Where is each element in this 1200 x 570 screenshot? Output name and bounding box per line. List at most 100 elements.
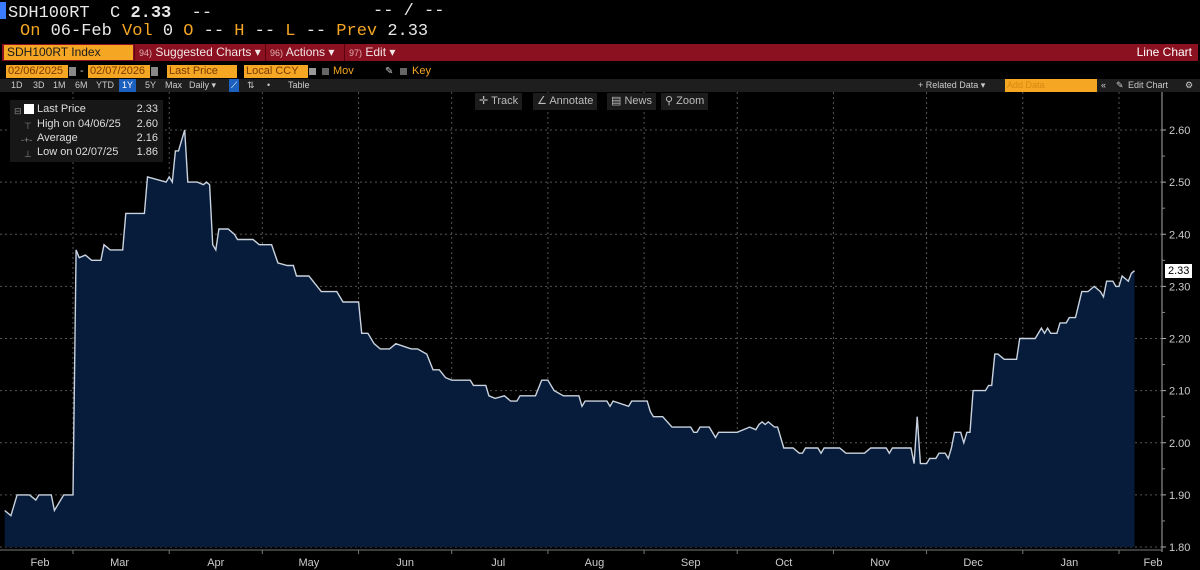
legend-value: 1.86: [136, 146, 158, 158]
security-marker: [0, 2, 6, 19]
news-label: News: [624, 95, 652, 107]
related-data-button[interactable]: + Related Data ▾: [918, 80, 986, 90]
x-tick-label: Jul: [491, 557, 505, 569]
x-tick-label: Dec: [963, 557, 983, 569]
prev-value: 2.33: [387, 22, 429, 41]
last-price-tag: 2.33: [1165, 263, 1193, 278]
quote-line: SDH100RT C 2.33 -- -- / --: [0, 2, 444, 23]
open-value: --: [203, 22, 225, 41]
y-tick-label: 2.30: [1169, 281, 1190, 293]
crosshair-icon: ✛: [479, 95, 489, 107]
low-value: --: [305, 22, 327, 41]
x-tick-label: Feb: [1144, 557, 1163, 569]
legend-last-price[interactable]: ⊟ Last Price 2.33: [10, 102, 163, 116]
range-6m[interactable]: 6M: [75, 80, 88, 90]
y-tick-label: 2.60: [1169, 125, 1190, 137]
y-tick-label: 1.90: [1169, 490, 1190, 502]
edit-chart-button[interactable]: Edit Chart: [1128, 80, 1169, 90]
field-select[interactable]: Last Price: [167, 65, 237, 78]
end-date-input[interactable]: 02/07/2026: [88, 65, 150, 78]
axes: [0, 92, 1163, 552]
x-tick-label: Jan: [1060, 557, 1078, 569]
x-tick-label: Nov: [870, 557, 890, 569]
dropdown-dot-icon[interactable]: •: [267, 80, 271, 90]
high-label: H: [234, 22, 245, 41]
calendar-icon[interactable]: [69, 67, 76, 76]
news-icon: ▤: [611, 95, 622, 107]
track-label: Track: [491, 95, 519, 107]
frequency-select[interactable]: Daily ▾: [189, 80, 217, 90]
x-axis: Feb Mar Apr May Jun Jul Aug Sep Oct Nov Dec Jan Feb: [31, 550, 1163, 569]
pencil-icon: ∠: [537, 95, 547, 107]
menu-number: 96): [270, 48, 284, 58]
chart-legend: ⊟ Last Price 2.33 ⊤ High on 04/06/25 2.60 -+…: [10, 100, 163, 162]
range-1y[interactable]: 1Y: [119, 79, 137, 92]
menu-number: 97): [349, 48, 363, 58]
legend-label: Last Price: [37, 103, 86, 115]
quote-details: On 06-Feb Vol 0 O -- H -- L -- Prev 2.33: [20, 22, 428, 41]
zoom-button[interactable]: ⚲ Zoom: [661, 93, 709, 110]
legend-value: 2.33: [136, 103, 158, 115]
zoom-label: Zoom: [676, 95, 705, 107]
start-date-input[interactable]: 02/06/2025: [6, 65, 68, 78]
annotate-button[interactable]: ∠ Annotate: [533, 93, 598, 110]
add-data-input[interactable]: Add Data: [1005, 79, 1097, 92]
bid-ask: -- / --: [373, 2, 445, 21]
security-input[interactable]: SDH100RT Index: [4, 45, 133, 60]
range-1d[interactable]: 1D: [11, 80, 23, 90]
collapse-box-icon[interactable]: ⊟: [14, 106, 22, 116]
chevron-down-icon[interactable]: [309, 68, 316, 75]
vol-label: Vol: [122, 22, 153, 41]
prev-label: Prev: [336, 22, 378, 41]
magnifier-icon: ⚲: [665, 95, 674, 107]
legend-value: 2.16: [136, 132, 158, 144]
track-button[interactable]: ✛ Track: [475, 93, 523, 110]
range-3d[interactable]: 3D: [33, 80, 45, 90]
suggested-charts-menu[interactable]: 94) Suggested Charts ▾: [134, 44, 265, 61]
close-value: 2.33: [130, 4, 172, 23]
actions-menu[interactable]: 96) Actions ▾: [265, 44, 338, 61]
x-tick-label: Oct: [775, 557, 792, 569]
gear-icon[interactable]: ⚙: [1185, 80, 1194, 90]
range-5y[interactable]: 5Y: [145, 80, 157, 90]
y-tick-label: 2.00: [1169, 438, 1190, 450]
legend-label: Average: [37, 132, 78, 144]
edit-menu[interactable]: 97) Edit ▾: [344, 44, 399, 61]
range-max[interactable]: Max: [165, 80, 183, 90]
collapse-icon[interactable]: «: [1101, 80, 1107, 90]
y-tick-label: 1.80: [1169, 542, 1190, 554]
range-toolbar: 1D 3D 1M 6M YTD 1Y 5Y Max Daily ▾ ⟋ ⇅ • …: [0, 79, 1200, 92]
pencil-icon[interactable]: ✎: [1116, 80, 1124, 90]
x-tick-label: Jun: [396, 557, 414, 569]
key-events-checkbox[interactable]: [400, 68, 407, 75]
price-area: [4, 130, 1135, 547]
vol-value: 0: [162, 22, 174, 41]
calendar-icon[interactable]: [151, 67, 158, 76]
chart-type-label: Line Chart: [1136, 45, 1192, 59]
news-button[interactable]: ▤ News: [607, 93, 656, 110]
mov-avgs-checkbox[interactable]: [322, 68, 329, 75]
x-tick-label: May: [299, 557, 320, 569]
currency-select[interactable]: Local CCY: [244, 65, 308, 78]
pencil-icon[interactable]: ✎: [385, 66, 394, 77]
x-tick-label: Feb: [31, 557, 50, 569]
x-tick-label: Mar: [110, 557, 129, 569]
range-1m[interactable]: 1M: [53, 80, 66, 90]
low-marker-icon: ⊥: [24, 149, 32, 159]
y-tick-label: 2.10: [1169, 386, 1190, 398]
y-tick-label: 2.40: [1169, 229, 1190, 241]
line-chart-icon[interactable]: ⟋: [229, 79, 240, 92]
series-color-swatch: [24, 104, 34, 114]
menu-label: Actions ▾: [285, 45, 335, 59]
range-ytd[interactable]: YTD: [96, 80, 114, 90]
legend-average: -+- Average 2.16: [10, 131, 163, 145]
menu-number: 94): [139, 48, 153, 58]
high-value: --: [254, 22, 276, 41]
price-line: [4, 129, 1135, 517]
x-tick-label: Aug: [585, 557, 605, 569]
table-button[interactable]: Table: [288, 80, 310, 90]
menu-label: Suggested Charts ▾: [155, 45, 261, 59]
on-label: On: [20, 22, 41, 41]
bar-chart-icon[interactable]: ⇅: [247, 80, 255, 90]
